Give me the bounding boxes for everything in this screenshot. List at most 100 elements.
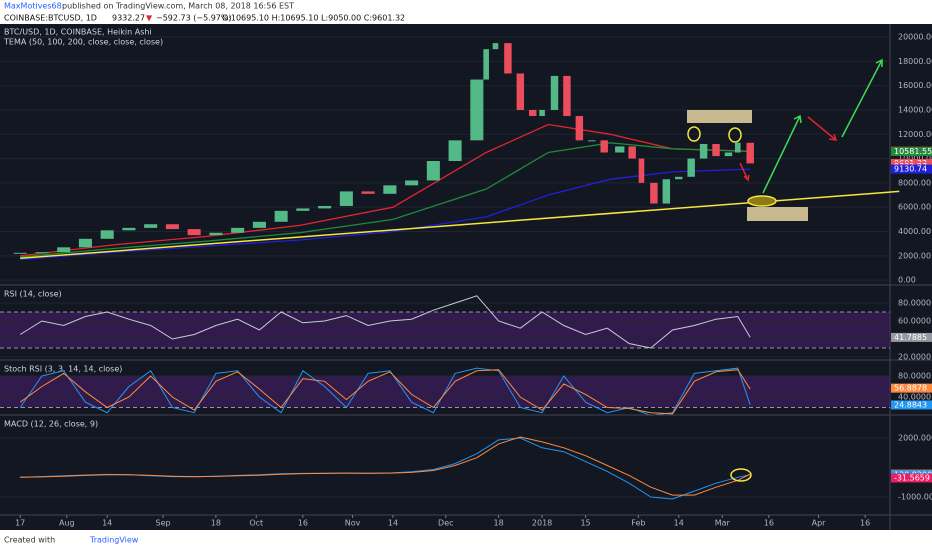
arrow: [739, 162, 750, 182]
panel-title: RSI (14, close): [4, 290, 62, 299]
zone-ellipse: [747, 195, 777, 207]
x-tick-label: 18: [493, 519, 503, 528]
price-tag-label: 56.8878: [894, 384, 927, 393]
panel-title: BTC/USD, 1D, COINBASE, Heikin Ashi: [4, 28, 152, 37]
y-tick-label: 2000.00: [898, 251, 931, 260]
y-tick-label: 14000.00: [898, 105, 932, 114]
x-tick-label: 16: [860, 519, 870, 528]
top-circle: [687, 126, 701, 142]
candle: [615, 146, 625, 153]
arrow: [807, 116, 838, 141]
line-series: [20, 142, 751, 258]
x-tick-label: 14: [388, 519, 398, 528]
x-tick-label: 15: [580, 519, 590, 528]
x-tick-label: Aug: [59, 519, 75, 528]
candle: [405, 180, 419, 186]
price-tag-label: 41.7885: [894, 333, 927, 342]
drawings: [687, 58, 883, 482]
x-tick-label: 14: [674, 519, 684, 528]
price-tag: [891, 164, 932, 174]
x-tick-label: 14: [102, 519, 112, 528]
candle: [252, 221, 266, 228]
candle: [712, 143, 720, 157]
candle: [339, 191, 353, 206]
price-tag: [891, 332, 932, 342]
x-tick-label: 17: [15, 519, 25, 528]
x-tick-label: Apr: [812, 519, 827, 528]
y-tick-label: 12000.00: [898, 130, 932, 139]
y-tick-label: 4000.00: [898, 227, 931, 236]
arrow: [841, 58, 883, 138]
price-tag-label: 10581.55: [894, 147, 932, 156]
y-tick-label: 40.0000: [898, 393, 931, 402]
author[interactable]: MaxMotives68: [4, 2, 62, 11]
candle: [187, 229, 201, 236]
footer-created: Created with: [4, 536, 55, 545]
candle: [426, 161, 440, 181]
x-tick-label: 18: [211, 519, 221, 528]
candle: [483, 49, 489, 80]
candle: [563, 75, 571, 117]
price-tag: [891, 147, 932, 157]
candle: [448, 140, 462, 162]
panel-subtitle: TEMA (50, 100, 200, close, close, close): [3, 38, 163, 47]
symbol: COINBASE:BTCUSD, 1D: [4, 14, 97, 23]
x-tick-label: 16: [764, 519, 774, 528]
candle: [638, 158, 645, 183]
candle: [383, 185, 397, 194]
y-tick-label: 10000.00: [898, 154, 932, 163]
candle: [575, 116, 584, 141]
panel-title: MACD (12, 26, close, 9): [4, 420, 98, 429]
candle: [100, 230, 114, 239]
candle: [734, 142, 741, 153]
y-tick-label: 16000.00: [898, 81, 932, 90]
macd-circle: [730, 468, 752, 482]
candle: [165, 224, 179, 230]
candle: [600, 140, 608, 153]
y-tick-label: 6000.00: [898, 203, 931, 212]
line-series: [20, 436, 751, 496]
x-tick-label: Nov: [345, 519, 361, 528]
y-tick-label: 20000.00: [898, 33, 932, 42]
candle: [78, 238, 92, 248]
y-tick-label: 0.00: [898, 276, 916, 285]
candle: [470, 79, 484, 141]
line-series: [19, 295, 751, 349]
ohlc: O:10695.10 H:10695.10 L:9050.00 C:9601.3…: [222, 14, 405, 23]
footer-brand[interactable]: TradingView: [89, 536, 139, 545]
candle: [13, 252, 27, 254]
price-tag-label: 9130.74: [894, 165, 927, 174]
x-tick-label: Sep: [156, 519, 171, 528]
price-tag: [891, 473, 932, 483]
candle: [492, 43, 499, 50]
published: published on TradingView.com, March 08, …: [62, 2, 294, 11]
candle: [504, 43, 512, 74]
y-tick-label: 2000.0000: [898, 433, 932, 442]
label-box: [747, 207, 808, 221]
candle: [662, 179, 671, 204]
candle: [516, 73, 525, 110]
candle: [274, 210, 288, 222]
price-tag-label: 24.8843: [894, 400, 927, 409]
chart-background: [0, 24, 932, 530]
x-tick-label: Oct: [249, 519, 263, 528]
price-tag-label: -31.5659: [894, 473, 930, 482]
price-tag: [891, 383, 932, 393]
x-tick-label: Dec: [438, 519, 453, 528]
x-tick-label: Mar: [715, 519, 731, 528]
candle: [675, 176, 683, 180]
candle: [650, 182, 658, 204]
candle: [529, 109, 537, 117]
y-tick-label: 8000.00: [898, 178, 931, 187]
panel-title: Stoch RSI (3, 3, 14, 14, close): [4, 365, 122, 374]
candle: [122, 227, 136, 231]
x-tick-label: 2018: [532, 519, 552, 528]
candle: [724, 152, 733, 157]
y-tick-label: 20.0000: [898, 353, 931, 362]
price: 9332.27: [112, 14, 145, 23]
change: −592.73 (−5.97%): [156, 14, 232, 23]
candle: [318, 205, 332, 209]
candle: [144, 224, 158, 228]
candle: [296, 208, 310, 211]
